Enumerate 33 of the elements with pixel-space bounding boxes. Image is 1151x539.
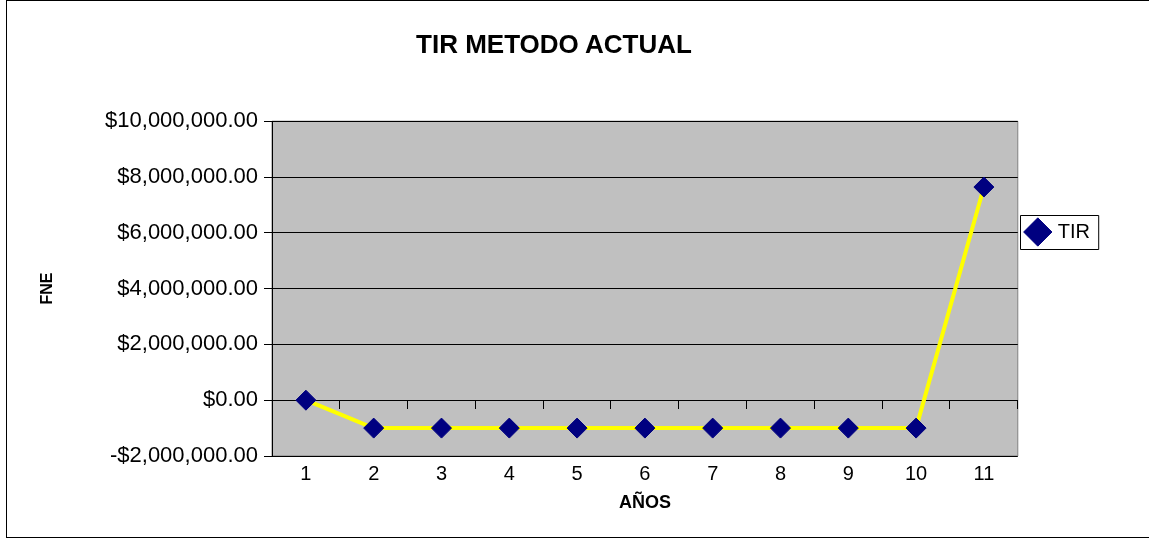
x-tick-label: 8 [774,461,787,484]
legend-label: TIR [1057,219,1090,242]
x-tick-label: 6 [639,461,651,484]
chart-title: TIR METODO ACTUAL [416,28,693,59]
point [295,389,317,411]
point [837,417,859,439]
x-tick-label: 7 [707,461,719,484]
point [702,417,724,439]
y-tick-label: $8,000,000.00 [117,163,258,189]
y-tick-label: $4,000,000.00 [117,274,258,300]
point [566,417,588,439]
x-tick-label: 3 [435,461,448,484]
y-tick-label: $2,000,000.00 [117,330,258,356]
y-tick-label: $6,000,000.00 [117,218,258,244]
point [973,176,995,198]
x-tick-label: 5 [571,461,583,484]
x-tick-label: 10 [904,461,928,484]
x-tick-label: 1 [300,461,312,484]
x-tick-label: 2 [368,461,380,484]
x-axis-title: AÑOS [618,490,671,512]
y-axis-title: FNE [38,272,56,305]
y-tick-label: $10,000,000.00 [105,107,258,133]
x-tick-label: 11 [973,461,995,484]
point [769,417,791,439]
point [905,417,927,439]
point [431,417,452,439]
y-tick-label: $0.00 [202,386,258,412]
y-tick-label: -$2,000,000.00 [109,442,258,468]
x-tick-label: 4 [503,461,515,484]
point [363,417,385,439]
point [498,417,520,439]
x-tick-label: 9 [842,461,854,484]
point [634,417,656,439]
